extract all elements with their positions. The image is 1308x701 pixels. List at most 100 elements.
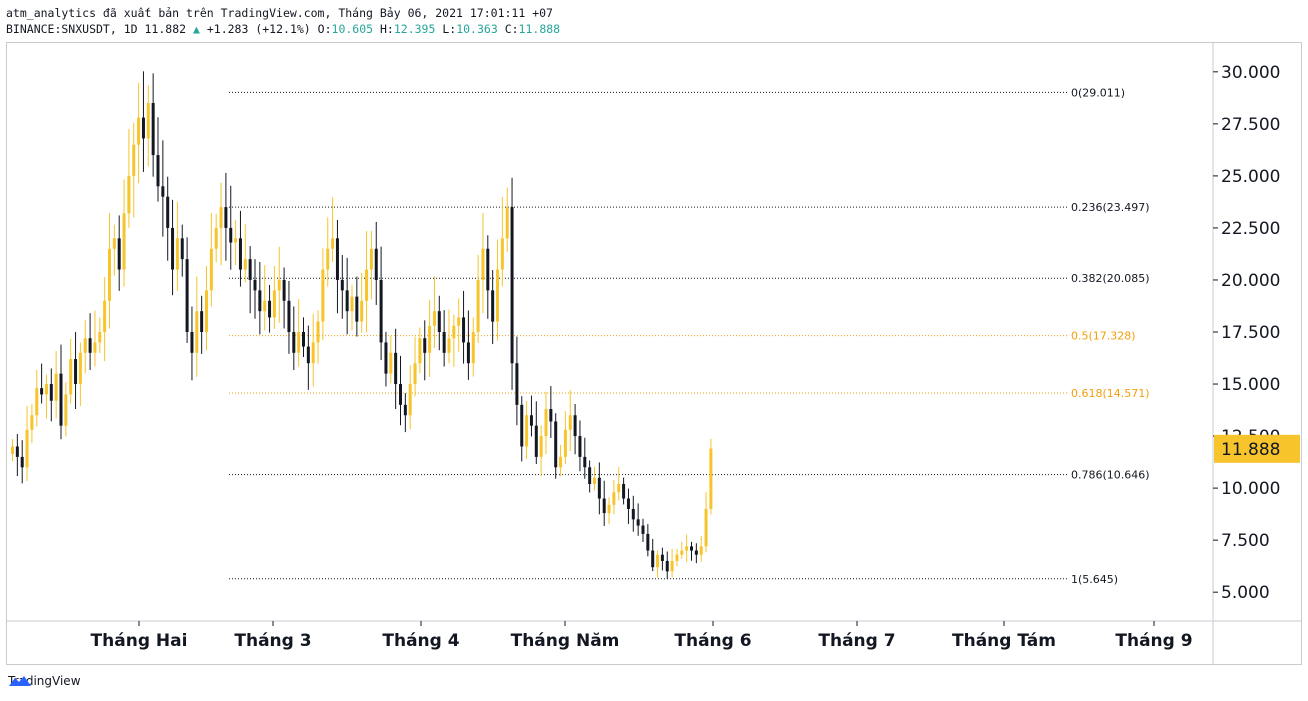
candle-body xyxy=(350,296,354,312)
ohlc-row: BINANCE:SNXUSDT, 1D 11.882 ▲ +1.283 (+12… xyxy=(6,21,560,37)
y-tick-label: 5.000 xyxy=(1221,583,1270,603)
candle-body xyxy=(651,550,655,568)
candle-body xyxy=(127,175,131,214)
candle-body xyxy=(656,554,660,568)
candle-body xyxy=(617,483,621,493)
candle-body xyxy=(563,429,567,457)
candle-body xyxy=(578,436,582,457)
low-label: L: xyxy=(442,22,457,36)
candle-body xyxy=(306,346,310,364)
candle-body xyxy=(268,300,272,318)
high-label: H: xyxy=(380,22,394,36)
candle-body xyxy=(224,207,228,228)
candle-body xyxy=(680,550,684,555)
chart-header: atm_analytics đã xuất bản trên TradingVi… xyxy=(6,5,560,37)
candle-body xyxy=(219,207,223,228)
candle-body xyxy=(685,546,689,551)
candle-body xyxy=(49,384,53,401)
x-tick-label: Tháng 9 xyxy=(1115,631,1192,651)
candle-body xyxy=(112,238,116,249)
x-tick-label: Tháng 7 xyxy=(818,631,895,651)
open-value: 10.605 xyxy=(331,22,374,36)
candle-body xyxy=(229,227,233,243)
candle-body xyxy=(704,508,708,547)
candle-body xyxy=(437,311,441,332)
candle-body xyxy=(360,300,364,322)
candle-body xyxy=(510,207,514,364)
candle-body xyxy=(15,446,19,457)
candle-body xyxy=(331,238,335,249)
candle-body xyxy=(481,248,485,280)
x-tick-label: Tháng 4 xyxy=(382,631,459,651)
candle-body xyxy=(384,342,388,374)
candle-body xyxy=(253,279,257,291)
candle-body xyxy=(141,117,145,139)
close-label: C: xyxy=(504,22,519,36)
candle-body xyxy=(525,415,529,447)
y-tick-label: 22.500 xyxy=(1221,219,1280,239)
candle-body xyxy=(369,248,373,270)
candle-body xyxy=(209,248,213,291)
candle-body xyxy=(151,103,155,156)
candle-body xyxy=(588,467,592,484)
x-tick-label: Tháng Hai xyxy=(91,631,188,651)
candle-body xyxy=(59,373,63,426)
candle-body xyxy=(466,342,470,364)
candle-body xyxy=(326,248,330,270)
candle-body xyxy=(641,525,645,534)
price-chart[interactable]: 30.000 27.500 25.000 22.500 20.000 17.500 15.0… xyxy=(7,43,1301,664)
candle-body xyxy=(602,498,606,514)
candle-body xyxy=(146,103,150,139)
y-tick-label: 15.000 xyxy=(1221,375,1280,395)
candle-body xyxy=(694,550,698,555)
candle-body xyxy=(64,394,68,426)
candle-body xyxy=(30,415,34,430)
candle-body xyxy=(408,384,412,416)
candle-body xyxy=(500,238,504,270)
candle-body xyxy=(529,415,533,426)
chart-frame[interactable]: 30.000 27.500 25.000 22.500 20.000 17.500 15.0… xyxy=(6,42,1302,665)
y-tick-label: 27.500 xyxy=(1221,115,1280,135)
current-price-label: 11.888 xyxy=(1221,440,1280,460)
fib-level-label: 0(29.011) xyxy=(1071,86,1125,99)
candle-body xyxy=(88,338,92,353)
candle-body xyxy=(69,359,73,395)
candle-body xyxy=(462,317,466,343)
candle-body xyxy=(709,448,713,509)
candle-body xyxy=(103,300,107,332)
candle-body xyxy=(457,317,461,326)
low-value: 10.363 xyxy=(456,22,498,36)
candle-body xyxy=(544,409,548,437)
x-tick-label: Tháng 3 xyxy=(234,631,311,651)
fib-level-label: 0.618(14.571) xyxy=(1071,387,1150,400)
candle-body xyxy=(646,533,650,551)
candle-body xyxy=(277,279,281,291)
candle-body xyxy=(185,259,189,332)
last-price: 11.882 xyxy=(144,22,187,36)
candle-body xyxy=(539,436,543,457)
candle-body xyxy=(660,554,664,561)
candle-body xyxy=(137,117,141,145)
candle-body xyxy=(156,155,160,187)
candle-body xyxy=(665,560,669,572)
candle-body xyxy=(597,477,601,499)
candle-body xyxy=(423,338,427,353)
candle-body xyxy=(302,332,305,347)
candle-body xyxy=(534,425,538,457)
candle-body xyxy=(670,560,674,572)
candle-body xyxy=(418,338,422,364)
candle-body xyxy=(93,342,97,353)
candle-body xyxy=(554,421,558,468)
y-tick-label: 20.000 xyxy=(1221,271,1280,291)
close-value: 11.888 xyxy=(518,22,561,36)
candle-body xyxy=(505,207,509,239)
candle-body xyxy=(496,269,499,322)
candle-body xyxy=(40,388,44,395)
candle-body xyxy=(297,332,301,353)
candle-body xyxy=(161,186,165,197)
candle-body xyxy=(122,213,126,270)
candle-body xyxy=(675,554,679,561)
candle-body xyxy=(44,384,48,395)
publish-info: atm_analytics đã xuất bản trên TradingVi… xyxy=(6,6,553,20)
candle-body xyxy=(631,508,635,520)
